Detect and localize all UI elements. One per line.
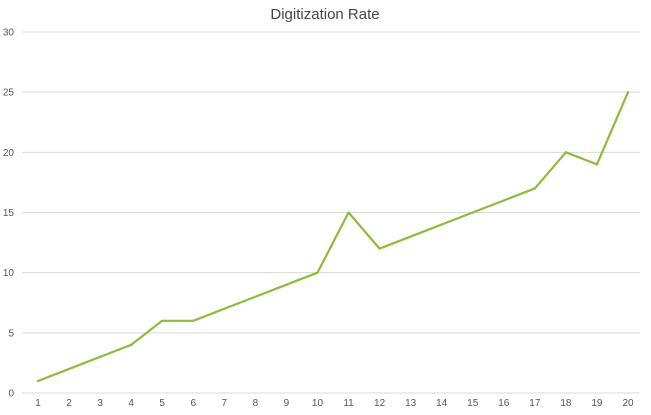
x-tick-label: 10 <box>312 398 324 409</box>
y-tick-label: 25 <box>3 88 15 99</box>
x-tick-label: 5 <box>159 398 165 409</box>
series-line <box>36 91 630 383</box>
y-tick-label: 20 <box>3 148 15 159</box>
data-point <box>595 163 599 166</box>
y-tick-label: 10 <box>3 268 15 279</box>
x-tick-label: 3 <box>97 398 103 409</box>
chart-title: Digitization Rate <box>270 6 379 23</box>
x-tick-label: 9 <box>284 398 290 409</box>
x-tick-label: 6 <box>190 398 196 409</box>
x-tick-label: 12 <box>374 398 386 409</box>
data-point <box>67 367 71 371</box>
y-tick-label: 0 <box>8 389 14 400</box>
data-point <box>626 91 630 94</box>
data-point <box>99 355 102 358</box>
x-tick-label: 16 <box>498 398 510 409</box>
x-tick-label: 15 <box>467 398 479 409</box>
x-tick-label: 8 <box>253 398 259 409</box>
data-point <box>471 211 474 214</box>
x-tick-label: 17 <box>529 398 541 409</box>
data-point <box>378 247 381 250</box>
x-tick-label: 2 <box>66 398 72 409</box>
data-point <box>285 283 288 286</box>
data-point <box>36 379 40 383</box>
y-tick-label: 15 <box>3 208 15 219</box>
data-point <box>533 187 536 190</box>
data-point <box>192 319 195 322</box>
x-tick-label: 4 <box>128 398 134 409</box>
data-point <box>254 295 257 298</box>
x-tick-label: 19 <box>591 398 603 409</box>
data-point <box>161 319 164 322</box>
data-point <box>409 235 412 238</box>
x-tick-label: 11 <box>343 398 354 409</box>
x-tick-label: 7 <box>222 398 228 409</box>
data-point <box>564 151 567 154</box>
y-axis-ticks: 0 5 10 15 20 25 30 <box>3 28 15 400</box>
data-point <box>130 343 133 346</box>
x-tick-label: 18 <box>560 398 572 409</box>
y-tick-label: 5 <box>8 328 14 339</box>
x-tick-label: 14 <box>436 398 448 409</box>
y-tick-label: 30 <box>3 28 15 39</box>
x-tick-label: 1 <box>35 398 41 409</box>
x-tick-label: 13 <box>405 398 417 409</box>
gridlines <box>22 31 640 394</box>
x-tick-label: 20 <box>622 398 634 409</box>
x-axis-ticks: 1 2 3 4 5 6 7 8 9 10 11 12 13 14 15 16 17 18 19 20 <box>35 398 634 409</box>
data-point <box>316 271 319 274</box>
series-group <box>36 91 630 383</box>
data-point <box>440 223 443 226</box>
data-point <box>502 199 505 202</box>
data-point <box>347 211 350 214</box>
data-point <box>223 307 226 310</box>
